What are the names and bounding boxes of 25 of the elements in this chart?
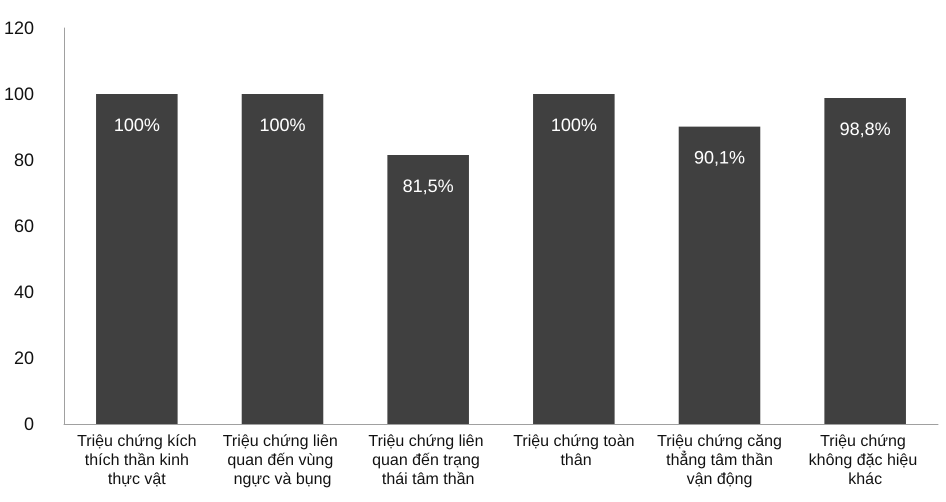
y-tick-label: 100: [4, 84, 34, 104]
bar: [96, 94, 178, 424]
y-tick-label: 20: [14, 348, 34, 368]
y-tick-label: 0: [24, 414, 34, 434]
bar: [242, 94, 324, 424]
data-label: 98,8%: [840, 118, 891, 139]
bar: [387, 155, 469, 424]
x-tick-label: Triệu chứng liên quan đến trạng thái tâm thần: [368, 433, 488, 488]
data-label: 81,5%: [402, 176, 454, 196]
data-label: 100%: [114, 115, 160, 135]
bar: [824, 98, 906, 424]
y-tick-label: 60: [14, 216, 34, 236]
bar: [533, 94, 615, 424]
x-tick-label: Triệu chứng không đặc hiệu khác: [808, 433, 922, 488]
bar: [678, 126, 760, 424]
x-tick-label: Triệu chứng kích thích thần kinh thực vật: [77, 433, 197, 488]
y-tick-label: 120: [4, 18, 34, 38]
data-label: 100%: [550, 115, 597, 135]
x-tick-label: Triệu chứng căng thẳng tâm thần vận động: [657, 433, 782, 488]
y-tick-label: 80: [14, 150, 34, 170]
data-label: 90,1%: [694, 148, 746, 168]
y-tick-label: 40: [14, 282, 34, 302]
x-tick-label: Triệu chứng liên quan đến vùng ngực và bụng: [222, 433, 342, 488]
x-tick-label: Triệu chứng toàn thân: [513, 433, 634, 469]
data-label: 100%: [259, 115, 306, 135]
